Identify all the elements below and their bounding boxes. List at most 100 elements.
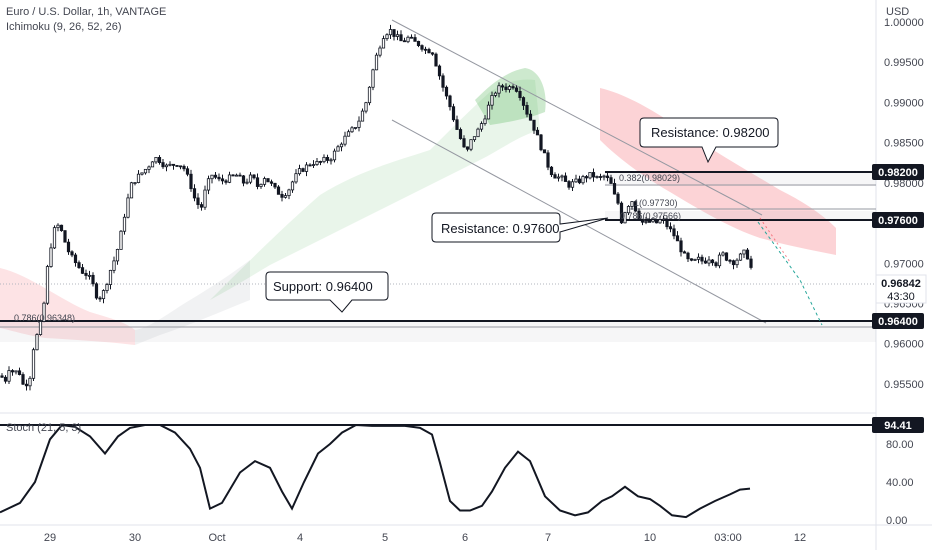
candle-up [150,161,155,168]
candle-up [395,34,400,37]
candle-up [45,266,50,304]
candle-up [87,274,92,277]
candle-up [661,218,666,221]
candle-up [574,178,578,183]
candle-down [504,86,508,90]
stoch-legend[interactable]: Stoch (21, 5, 3) [6,422,81,434]
candle-up [206,178,211,191]
candle-down [238,174,242,177]
candle-down [325,156,330,161]
candle-down [171,163,176,166]
candle-up [262,178,267,185]
stoch-axis[interactable]: 80.00 40.00 0.00 [886,439,914,527]
candle-up [290,181,295,191]
candle-down [749,258,753,268]
candle-down [518,91,522,98]
candle-up [353,127,358,129]
candle-up [493,92,498,96]
candle-up [101,290,106,300]
candle-down [430,52,435,55]
ichimoku-cloud [0,68,836,345]
candle-up [311,164,316,166]
candle-down [266,178,270,183]
callout-support[interactable]: Support: 0.96400 [265,271,389,313]
candle-down [420,45,424,50]
candle-down [462,138,466,148]
candle-up [486,104,491,120]
candle-up [287,189,291,197]
price-tick-label: 0.98500 [884,138,924,150]
candle-up [738,253,743,261]
candle-down [182,165,186,170]
candle-down [157,157,162,163]
candle-down [567,181,571,188]
candle-down [444,86,449,97]
candle-down [402,40,407,43]
candle-down [273,182,277,188]
candle-down [217,176,221,180]
candle-up [381,38,386,49]
candle-down [80,267,85,274]
candle-up [31,349,36,379]
channel-upper[interactable] [391,19,763,216]
callout-support-text: Support: 0.96400 [273,279,373,294]
candle-up [378,47,382,56]
chart-title[interactable]: Euro / U.S. Dollar, 1h, VANTAGE [6,6,167,18]
candle-down [66,241,71,253]
callout-resistance-high[interactable]: Resistance: 0.98200 [639,117,779,164]
candle-down [437,65,442,77]
candle-down [280,193,284,198]
time-tick-label: 10 [644,532,656,544]
candle-up [595,176,599,178]
candle-down [521,97,526,106]
price-tick-label: 0.97000 [884,258,924,270]
candle-up [350,127,354,133]
time-tick-label: 4 [297,532,303,544]
candle-down [668,226,673,230]
candle-down [612,183,617,195]
candle-up [147,166,151,170]
candle-down [77,262,81,269]
countdown-text: 43:30 [887,291,915,303]
candle-up [721,252,725,256]
candle-down [577,178,582,184]
candle-down [98,297,102,300]
candle-down [84,272,88,276]
candle-down [724,252,729,261]
candle-up [556,176,561,179]
price-tick-label: 0.96000 [884,339,924,351]
candle-down [220,178,225,182]
candle-down [441,75,445,88]
resistance-zone-high [605,172,876,186]
candle-down [665,218,669,228]
candle-down [73,254,78,264]
tag-96400: 0.96400 [872,313,924,329]
candle-down [3,376,8,382]
candle-up [297,168,302,175]
candle-down [451,106,456,121]
candle-down [553,174,557,179]
candle-down [161,162,165,168]
candle-up [119,230,123,250]
price-axis[interactable]: 1.000000.995000.990000.985000.980000.975… [884,17,924,391]
candle-up [560,175,564,178]
fib-label-786-right: 0.786(0.97566) [620,211,681,221]
candle-down [10,370,15,373]
time-tick-label: Oct [208,532,225,544]
callout-resistance-mid[interactable]: Resistance: 0.97600 [431,212,609,243]
ichimoku-legend[interactable]: Ichimoku (9, 26, 52, 26) [6,21,122,33]
candle-down [605,175,610,179]
tag-98200-text: 0.98200 [878,167,918,179]
candle-up [210,174,214,180]
candle-up [374,54,379,71]
time-axis[interactable]: 29 30 Oct 4 5 6 7 10 03:00 12 [44,532,806,544]
candle-down [458,129,463,140]
candle-down [413,37,417,42]
candle-up [49,247,53,267]
candle-up [476,128,480,138]
candle-down [609,177,613,184]
tag-current-price: 0.96842 43:30 [875,274,927,304]
candle-down [647,221,652,223]
candle-down [514,87,519,92]
